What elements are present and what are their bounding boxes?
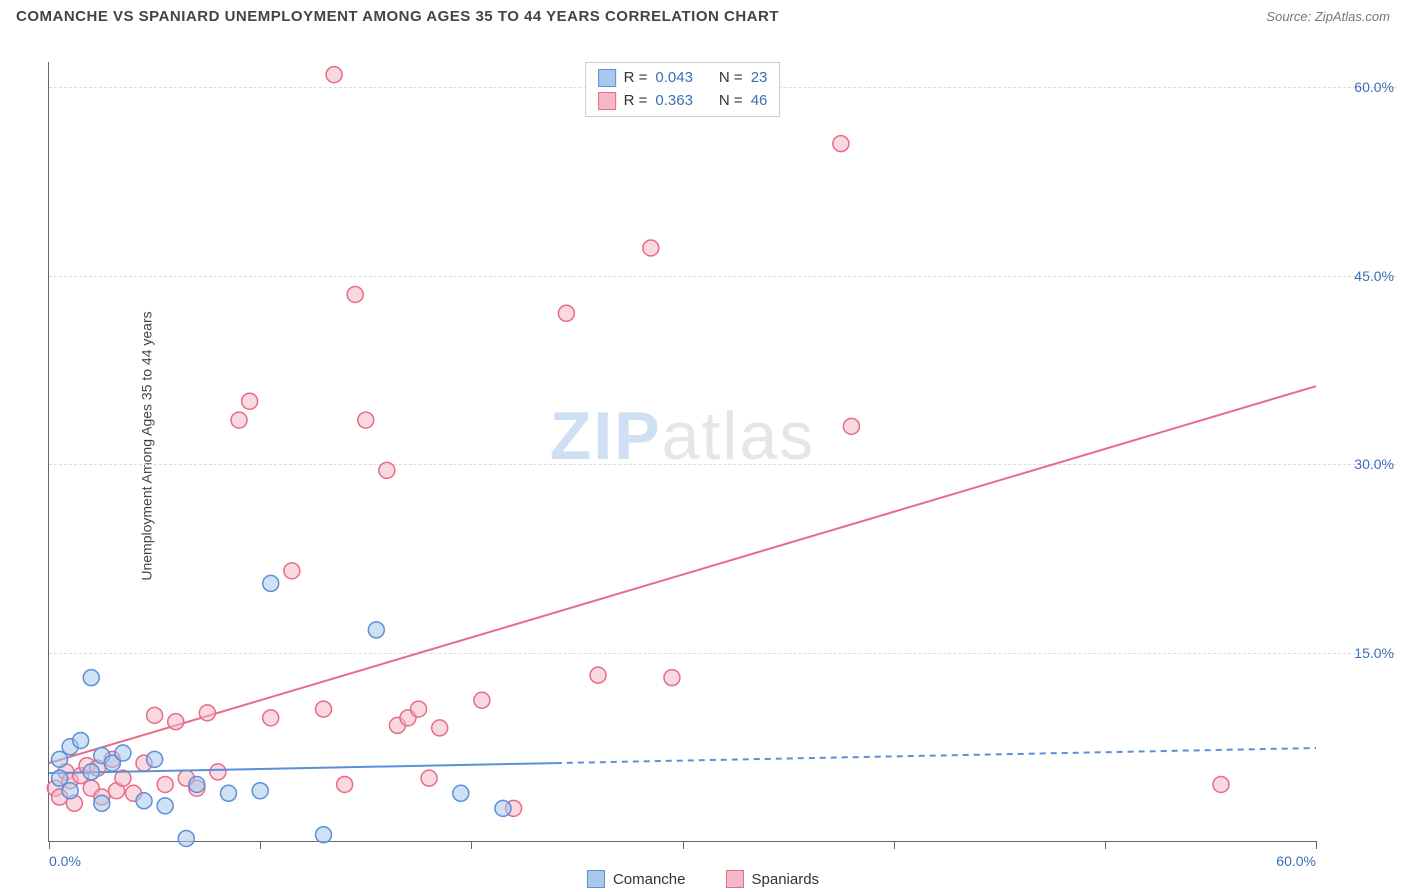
data-point <box>178 830 194 846</box>
x-tick <box>1105 841 1106 849</box>
data-point <box>843 418 859 434</box>
data-point <box>284 563 300 579</box>
comanche-legend-swatch-icon <box>587 870 605 888</box>
legend-item-comanche: Comanche <box>587 870 686 888</box>
x-tick <box>260 841 261 849</box>
data-point <box>474 692 490 708</box>
bottom-legend: Comanche Spaniards <box>587 870 819 888</box>
data-point <box>220 785 236 801</box>
x-axis-min-label: 0.0% <box>49 853 81 869</box>
stats-row-spaniards: R = 0.363 N = 46 <box>598 90 768 113</box>
spaniards-legend-swatch-icon <box>726 870 744 888</box>
x-tick <box>894 841 895 849</box>
trend-line-dashed <box>556 748 1316 763</box>
data-point <box>558 305 574 321</box>
data-point <box>833 136 849 152</box>
x-tick <box>683 841 684 849</box>
data-point <box>643 240 659 256</box>
y-tick-label: 15.0% <box>1354 645 1394 661</box>
data-point <box>664 670 680 686</box>
y-tick-label: 45.0% <box>1354 268 1394 284</box>
x-tick <box>471 841 472 849</box>
chart-title: COMANCHE VS SPANIARD UNEMPLOYMENT AMONG … <box>16 8 779 25</box>
data-point <box>379 462 395 478</box>
data-point <box>347 286 363 302</box>
data-point <box>147 751 163 767</box>
x-tick <box>1316 841 1317 849</box>
source-attribution: Source: ZipAtlas.com <box>1266 9 1390 24</box>
data-point <box>368 622 384 638</box>
data-point <box>358 412 374 428</box>
data-point <box>168 714 184 730</box>
data-point <box>157 798 173 814</box>
data-point <box>242 393 258 409</box>
data-point <box>210 764 226 780</box>
data-point <box>147 707 163 723</box>
y-tick-label: 60.0% <box>1354 79 1394 95</box>
x-axis-max-label: 60.0% <box>1276 853 1316 869</box>
data-point <box>136 793 152 809</box>
data-point <box>231 412 247 428</box>
data-point <box>337 776 353 792</box>
data-point <box>199 705 215 721</box>
data-point <box>263 575 279 591</box>
data-point <box>421 770 437 786</box>
data-point <box>83 670 99 686</box>
data-point <box>1213 776 1229 792</box>
spaniards-swatch-icon <box>598 92 616 110</box>
data-point <box>73 732 89 748</box>
data-point <box>83 764 99 780</box>
scatter-plot-svg <box>49 62 1316 841</box>
data-point <box>411 701 427 717</box>
comanche-swatch-icon <box>598 69 616 87</box>
data-point <box>157 776 173 792</box>
correlation-stats-box: R = 0.043 N = 23 R = 0.363 N = 46 <box>585 62 781 117</box>
data-point <box>263 710 279 726</box>
data-point <box>495 800 511 816</box>
data-point <box>94 795 110 811</box>
data-point <box>590 667 606 683</box>
stats-row-comanche: R = 0.043 N = 23 <box>598 67 768 90</box>
chart-plot-area: ZIPatlas 15.0%30.0%45.0%60.0% 0.0% 60.0%… <box>48 62 1316 842</box>
x-tick <box>49 841 50 849</box>
trend-line-solid <box>49 763 556 773</box>
data-point <box>62 783 78 799</box>
data-point <box>453 785 469 801</box>
legend-item-spaniards: Spaniards <box>726 870 820 888</box>
data-point <box>316 827 332 843</box>
data-point <box>115 745 131 761</box>
data-point <box>432 720 448 736</box>
data-point <box>189 776 205 792</box>
trend-line-solid <box>49 386 1316 763</box>
data-point <box>252 783 268 799</box>
data-point <box>316 701 332 717</box>
data-point <box>326 67 342 83</box>
y-tick-label: 30.0% <box>1354 456 1394 472</box>
